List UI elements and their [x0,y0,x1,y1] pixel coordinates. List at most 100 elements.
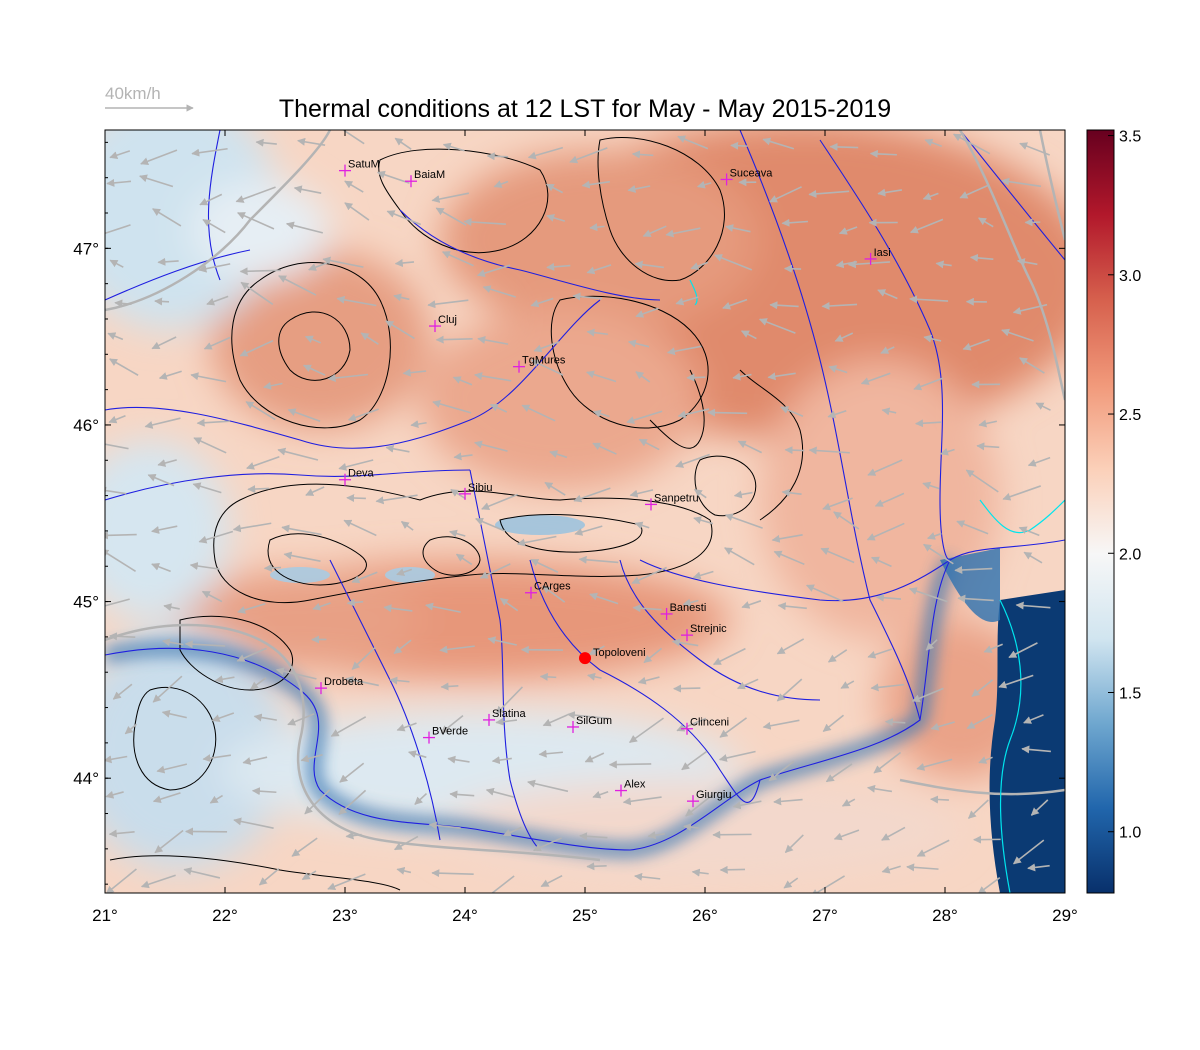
wind-arrow [393,639,412,655]
wind-arrow [376,170,410,184]
wind-arrow [428,821,461,830]
wind-arrow [449,529,466,538]
wind-arrow [278,275,317,296]
wind-arrow [916,839,950,857]
wind-arrow [530,297,554,308]
wind-arrow [821,301,858,310]
wind-arrow [776,638,805,655]
lon-tick-label: 24° [452,906,478,925]
wind-arrow [867,459,903,476]
wind-arrow [312,602,331,611]
wind-arrow [712,647,746,666]
site-label: Cluj [438,314,457,326]
lon-tick-label: 21° [92,906,118,925]
thermal-field [105,130,1065,893]
longitude-axis: 21° 22° 23° 24° 25° 26° 27° 28° 29° [92,130,1078,925]
wind-arrow [283,551,321,562]
wind-arrow [875,593,902,602]
wind-arrow [871,556,892,568]
wind-arrow [923,543,954,565]
site-marker: Giurgiu [687,789,731,808]
wind-arrow [345,676,379,687]
wind-arrow [105,755,128,764]
wind-arrow [916,758,953,771]
site-label: Slatina [492,708,527,720]
wind-arrow [338,789,367,815]
wind-scale: 40km/h [105,84,194,112]
site-label: Sanpetru [654,492,699,504]
wind-arrow [820,547,855,564]
focus-site-dot [579,652,591,665]
wind-arrow [338,459,374,471]
wind-arrow [930,721,955,731]
wind-arrow [827,649,848,663]
wind-arrow [874,492,905,507]
wind-arrow [347,408,379,422]
wind-arrow [1002,485,1042,501]
focus-site-layer: Topoloveni [579,647,646,665]
wind-arrow [400,520,414,531]
wind-arrow [586,328,608,337]
wind-arrow [773,550,805,566]
wind-arrow [666,345,702,356]
site-label: Suceava [730,167,774,179]
wind-arrow [293,185,322,194]
wind-arrow [1027,456,1051,467]
wind-arrow [1019,142,1050,156]
wind-arrow [236,647,267,662]
wind-arrow [722,298,748,310]
wind-arrow [631,150,654,159]
wind-arrow [236,212,275,230]
wind-arrow [105,531,137,540]
wind-arrow [385,320,415,340]
wind-arrow [586,264,612,275]
site-label: Iasi [874,247,891,259]
wind-arrow [247,485,270,494]
wind-arrow [152,208,182,227]
wind-arrow [482,285,516,298]
wind-arrow [485,787,515,798]
site-label: SatuM [348,159,380,171]
wind-arrow [940,447,955,456]
wind-arrow [909,218,944,234]
site-marker: TgMures [513,355,566,373]
wind-arrow [351,646,376,670]
wind-arrow [962,338,990,351]
wind-arrow [783,877,799,889]
wind-arrow [214,675,235,684]
country-borders [105,130,1065,862]
wind-arrow [410,420,427,429]
wind-arrow [491,756,512,765]
wind-arrow [154,297,170,306]
wind-arrow [463,217,506,226]
wind-arrow [693,516,714,525]
wind-arrow [681,750,708,771]
wind-arrow [829,142,859,151]
wind-arrow [402,368,427,377]
wind-arrow [495,686,524,715]
wind-arrow [297,137,326,147]
wind-arrow [487,636,517,646]
wind-arrow [714,254,753,271]
wind-arrow [108,829,135,838]
wind-arrow [581,180,611,189]
wind-arrow [690,261,709,270]
wind-arrow [740,330,757,340]
wind-arrow [527,146,564,160]
site-marker: Deva [339,468,375,486]
site-label: CArges [534,581,571,593]
wind-arrow [530,558,559,573]
colorbar: 1.0 1.5 2.0 2.5 3.0 3.5 [1086,129,1141,894]
wind-arrow [783,264,802,273]
wind-arrow [109,150,131,159]
wind-arrow [841,798,856,807]
wind-arrow [978,419,998,428]
wind-arrow [151,563,171,573]
wind-arrow [572,292,603,301]
wind-arrow [1019,357,1045,374]
wind-arrow [394,137,412,150]
wind-arrow [114,299,132,308]
wind-arrow [156,763,188,774]
site-marker: Alex [615,779,646,797]
wind-arrow [453,452,473,461]
